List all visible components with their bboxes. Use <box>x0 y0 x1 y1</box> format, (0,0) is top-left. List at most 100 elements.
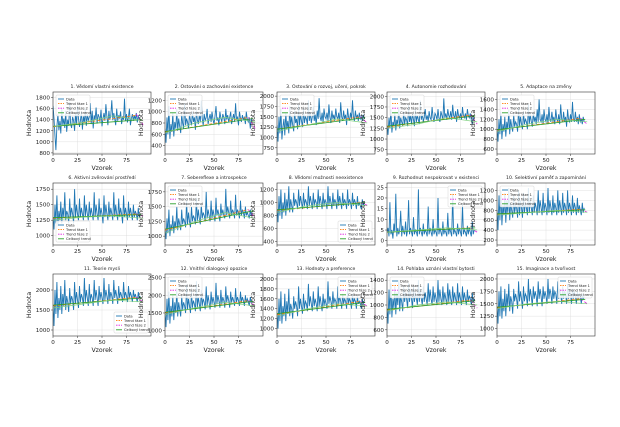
legend-label: Data <box>178 97 187 101</box>
x-axis-label: Vzorek <box>91 347 112 354</box>
x-axis-label: Vzorek <box>91 256 112 263</box>
legend-label: Celkový trend <box>400 293 425 297</box>
x-tick-label: 50 <box>98 249 106 255</box>
x-tick-label: 0 <box>385 249 389 255</box>
trend-curve <box>53 215 144 221</box>
y-tick-label: 750 <box>263 146 274 152</box>
x-tick-label: 75 <box>567 158 575 164</box>
y-tick-label: 2000 <box>36 288 51 294</box>
x-tick-label: 75 <box>457 340 465 346</box>
x-tick-label: 50 <box>542 158 550 164</box>
legend-label: Trend fáze 2 <box>347 289 370 293</box>
legend-label: Data <box>178 188 187 192</box>
legend-label: Data <box>510 97 519 101</box>
series-overall-trend <box>53 297 142 306</box>
legend-label: Data <box>124 314 133 318</box>
y-axis-label: Hodnota <box>360 292 367 318</box>
y-tick-label: 2000 <box>480 277 495 283</box>
x-tick-label: 25 <box>186 249 194 255</box>
y-axis-label: Hodnota <box>360 110 367 136</box>
series-data <box>165 281 253 328</box>
x-axis-label: Vzorek <box>203 165 224 172</box>
x-tick-label: 75 <box>347 340 355 346</box>
y-tick-label: 1250 <box>370 126 385 132</box>
legend-box <box>499 185 535 208</box>
series-overall-trend <box>497 298 586 308</box>
y-tick-label: 2000 <box>260 277 275 283</box>
legend-label: Trend fáze 1 <box>65 102 88 106</box>
chart-panel-11: 0 25 50 75 1000 1500 2000 11. Teorie mysli Vzore… <box>26 266 152 354</box>
y-tick-label: 1000 <box>260 201 275 207</box>
legend-label: Celkový trend <box>66 237 91 241</box>
series-trend-phase-2 <box>136 213 144 217</box>
legend-label: Trend fáze 1 <box>567 284 590 288</box>
legend-label: Celkový trend <box>66 111 91 115</box>
y-tick-label: 1600 <box>260 297 275 303</box>
series-trend-phase-2 <box>360 300 368 307</box>
chart-panel-8: 0 25 50 75 400 600 800 1000 1200 8. Vědomí možnos… <box>250 174 376 263</box>
chart-panel-3: 0 25 50 75 750 1000 1250 1500 1750 2000 3. Ostován… <box>250 83 376 172</box>
x-tick-label: 75 <box>123 249 131 255</box>
x-tick-label: 0 <box>51 340 55 346</box>
x-tick-label: 0 <box>51 249 55 255</box>
legend-label: Data <box>66 97 75 101</box>
y-tick-label: 1250 <box>260 125 275 131</box>
x-tick-label: 0 <box>163 158 167 164</box>
legend-label: Trend fáze 2 <box>347 233 370 237</box>
chart-panel-13: 0 25 50 75 1000 1200 1400 1600 1800 2000 13. Hodno… <box>250 266 376 354</box>
x-tick-label: 75 <box>347 249 355 255</box>
x-axis-label: Vzorek <box>535 347 556 354</box>
y-tick-label: 1500 <box>370 116 385 122</box>
legend-box <box>389 94 425 117</box>
chart-title: 15. Imaginace a tvořivost <box>517 265 576 272</box>
x-tick-label: 25 <box>518 158 526 164</box>
series-overall-trend <box>165 118 254 132</box>
x-tick-label: 75 <box>457 249 465 255</box>
series-data <box>53 98 141 151</box>
x-axis-label: Vzorek <box>203 256 224 263</box>
legend-label: Trend fáze 2 <box>177 289 200 293</box>
trend-curve <box>387 227 478 233</box>
y-tick-label: 0 <box>380 239 384 245</box>
trend-curve <box>165 301 256 316</box>
series-overall-trend <box>277 117 366 130</box>
y-tick-label: 1600 <box>480 97 495 103</box>
series-overall-trend <box>277 301 366 315</box>
x-tick-label: 75 <box>457 158 465 164</box>
x-tick-label: 50 <box>210 249 218 255</box>
legend-label: Celkový trend <box>510 111 535 115</box>
x-tick-label: 25 <box>186 158 194 164</box>
y-tick-label: 1400 <box>370 278 385 284</box>
legend-label: Celkový trend <box>124 328 149 332</box>
chart-panel-12: 0 25 50 75 1000 1500 2000 2500 12. Vnitřní dialo… <box>138 265 264 354</box>
chart-panel-9: 0 25 50 75 0 5 10 15 20 25 9. Rozhodnut nespokrova… <box>360 175 486 263</box>
x-tick-label: 0 <box>495 249 499 255</box>
legend-label: Trend fáze 2 <box>177 107 200 111</box>
trend-curve <box>165 212 256 234</box>
series-data <box>165 188 253 240</box>
y-tick-label: 1000 <box>260 135 275 141</box>
trend-curve <box>165 117 256 134</box>
series-overall-trend <box>53 214 142 219</box>
y-axis-label: Hodnota <box>138 292 145 318</box>
y-tick-label: 200 <box>483 238 494 244</box>
legend-label: Trend fáze 2 <box>399 289 422 293</box>
legend-box <box>167 94 203 117</box>
x-axis-label: Vzorek <box>203 347 224 354</box>
series-trend-phase-1 <box>165 117 249 133</box>
x-tick-label: 75 <box>235 158 243 164</box>
chart-panel-6: 0 25 50 75 1000 1250 1500 1750 6. Aktivní zvěrov… <box>26 174 152 263</box>
y-tick-label: 1500 <box>148 205 163 211</box>
legend-box <box>55 94 91 117</box>
legend-label: Trend fáze 1 <box>177 284 200 288</box>
y-axis-label: Hodnota <box>470 292 477 318</box>
chart-panel-15: 0 25 50 75 1000 1250 1500 1750 2000 15. Imaginace… <box>470 265 596 354</box>
x-axis-label: Vzorek <box>91 165 112 172</box>
y-tick-label: 1750 <box>480 289 495 295</box>
y-tick-label: 1000 <box>480 198 495 204</box>
